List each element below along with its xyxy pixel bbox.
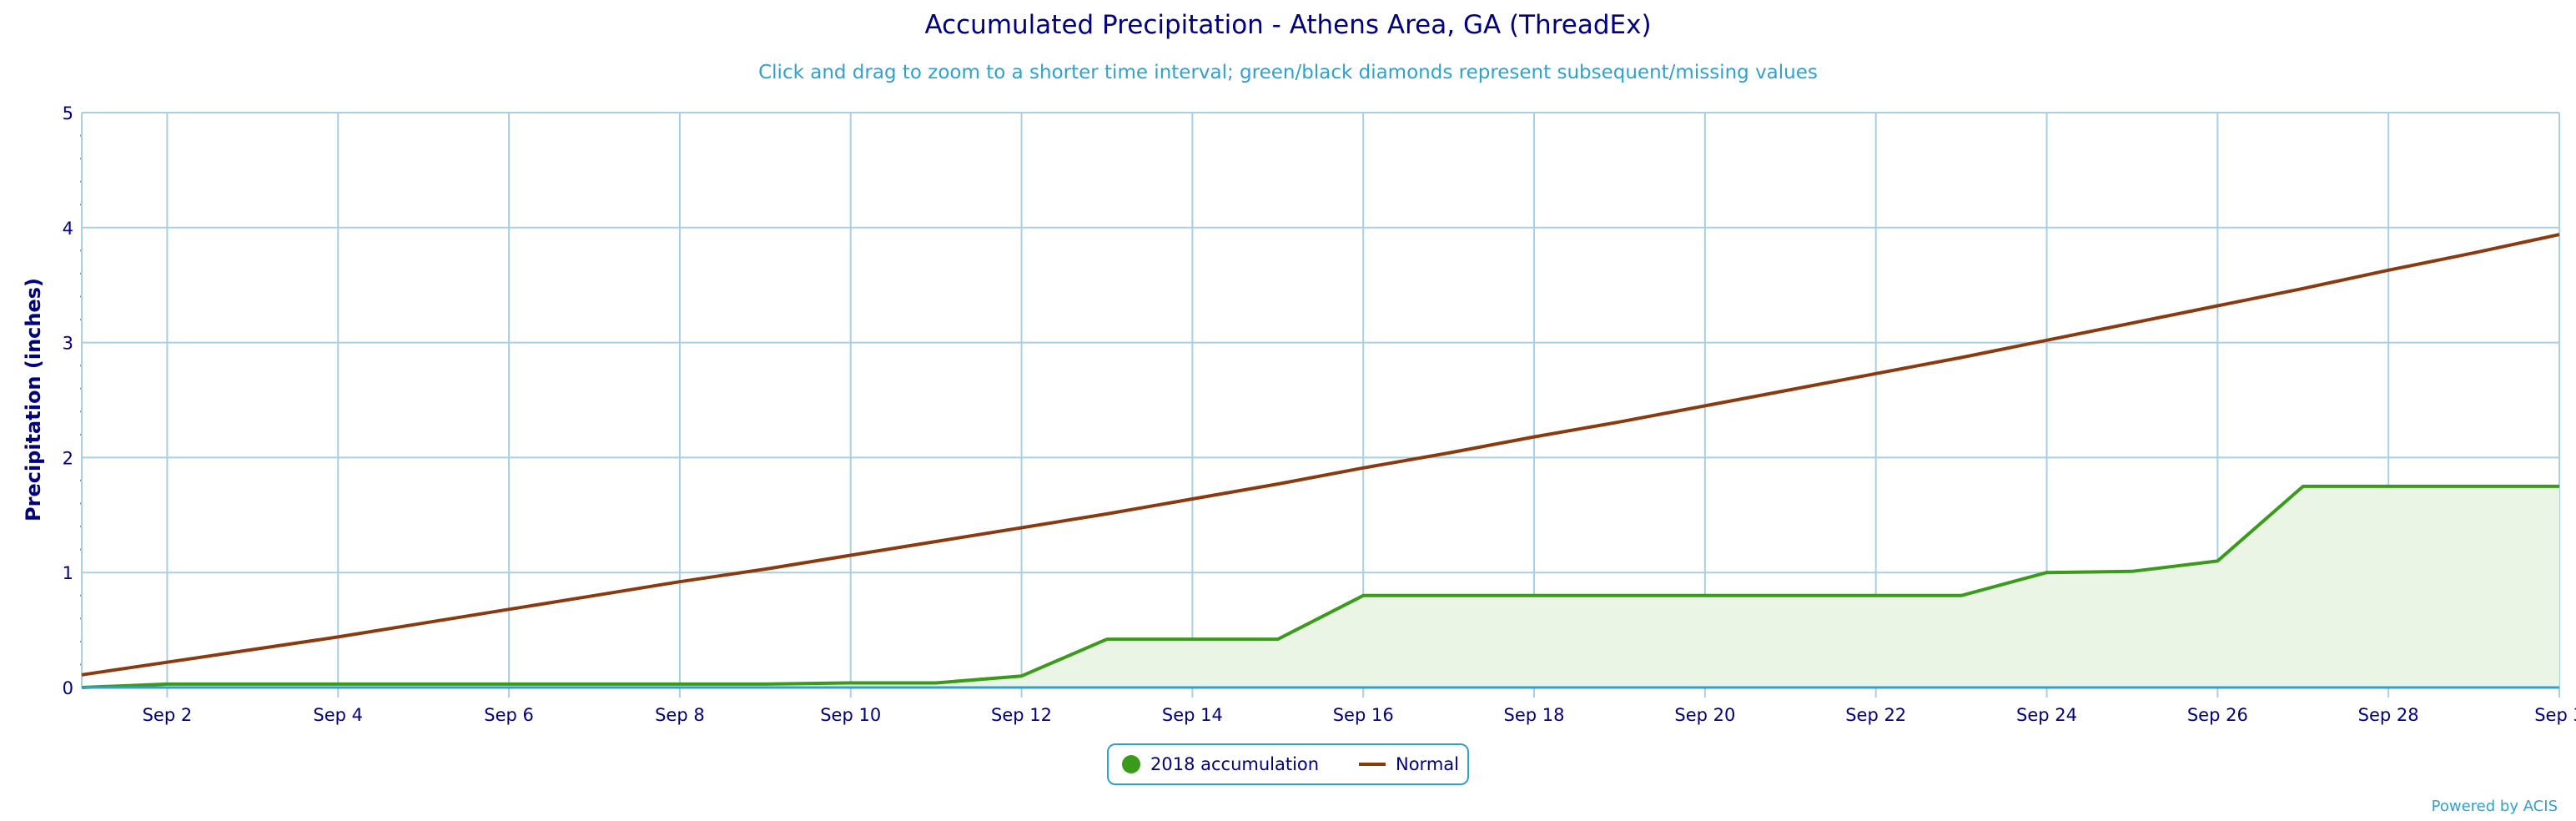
x-tick-label: Sep 4 — [313, 705, 363, 725]
x-tick-label: Sep 18 — [1504, 705, 1565, 725]
y-tick-label: 0 — [63, 678, 73, 698]
accumulation-fill — [82, 486, 2559, 688]
normal-line — [81, 233, 2560, 677]
y-axis-label: Precipitation (inches) — [22, 278, 45, 521]
x-tick-label: Sep 20 — [1674, 705, 1735, 725]
legend-line-icon — [1359, 763, 1386, 766]
legend-item-accumulation[interactable]: 2018 accumulation — [1122, 745, 1319, 783]
grid — [80, 112, 2560, 698]
chart-subtitle: Click and drag to zoom to a shorter time… — [758, 62, 1818, 83]
accumulation-line — [81, 484, 2559, 689]
y-tick-label: 4 — [63, 219, 73, 239]
x-tick-label: Sep 24 — [2016, 705, 2077, 725]
x-tick-label: Sep 28 — [2358, 705, 2419, 725]
credit-link[interactable]: Powered by ACIS — [2431, 798, 2558, 815]
y-tick-label: 2 — [63, 448, 73, 468]
x-tick-label: Sep 8 — [655, 705, 705, 725]
legend: 2018 accumulation Normal — [1107, 743, 1469, 785]
y-tick-label: 3 — [63, 334, 73, 354]
y-tick-label: 5 — [63, 103, 73, 123]
x-tick-label: Sep 12 — [991, 705, 1052, 725]
axes: 0 1 2 3 4 5 Sep 2 Sep 4 Sep 6 Sep 8 Sep 10 Sep 12 Se… — [63, 103, 2576, 725]
x-tick-label: Sep 26 — [2187, 705, 2248, 725]
accumulation-area — [82, 486, 2559, 688]
x-tick-label: Sep 3 — [2534, 705, 2576, 725]
chart-title: Accumulated Precipitation - Athens Area,… — [924, 10, 1652, 40]
x-tick-label: Sep 14 — [1162, 705, 1223, 725]
x-tick-label: Sep 10 — [820, 705, 881, 725]
x-tick-label: Sep 22 — [1845, 705, 1906, 725]
x-tick-label: Sep 16 — [1333, 705, 1394, 725]
legend-circle-icon — [1122, 755, 1140, 773]
y-tick-label: 1 — [63, 563, 73, 583]
series — [81, 233, 2560, 689]
x-tick-label: Sep 2 — [143, 705, 193, 725]
legend-label-normal: Normal — [1396, 754, 1459, 774]
legend-label-accumulation: 2018 accumulation — [1150, 754, 1320, 774]
x-tick-label: Sep 6 — [484, 705, 534, 725]
legend-item-normal[interactable]: Normal — [1359, 745, 1459, 783]
